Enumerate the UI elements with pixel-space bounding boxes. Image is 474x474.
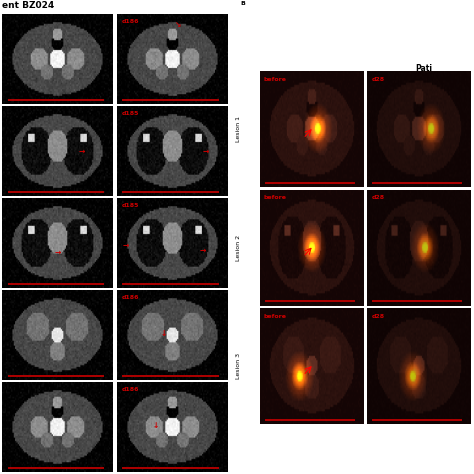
Text: →: → (55, 247, 61, 256)
Text: d28: d28 (371, 314, 384, 319)
Text: d186: d186 (121, 294, 139, 300)
Text: →: → (200, 246, 206, 255)
Text: d185: d185 (121, 110, 139, 116)
Text: d28: d28 (371, 77, 384, 82)
Text: Lesion 2: Lesion 2 (236, 235, 241, 261)
Text: →: → (202, 146, 209, 155)
Text: d185: d185 (121, 202, 139, 208)
Text: d186: d186 (121, 386, 139, 392)
Text: d28: d28 (371, 195, 384, 201)
Text: before: before (264, 195, 287, 201)
Text: ↓: ↓ (153, 420, 159, 429)
Text: before: before (264, 77, 287, 82)
Text: Pati: Pati (415, 64, 432, 73)
Text: ent BZ024: ent BZ024 (2, 1, 55, 10)
Text: →: → (79, 146, 85, 155)
Text: →: → (122, 240, 129, 249)
Text: B: B (241, 1, 246, 6)
Text: Lesion 3: Lesion 3 (236, 353, 241, 379)
Text: Lesion 1: Lesion 1 (236, 116, 241, 142)
Text: ↓: ↓ (160, 328, 166, 337)
Text: before: before (264, 314, 287, 319)
Text: d186: d186 (121, 18, 139, 24)
Text: ↘: ↘ (174, 20, 181, 29)
